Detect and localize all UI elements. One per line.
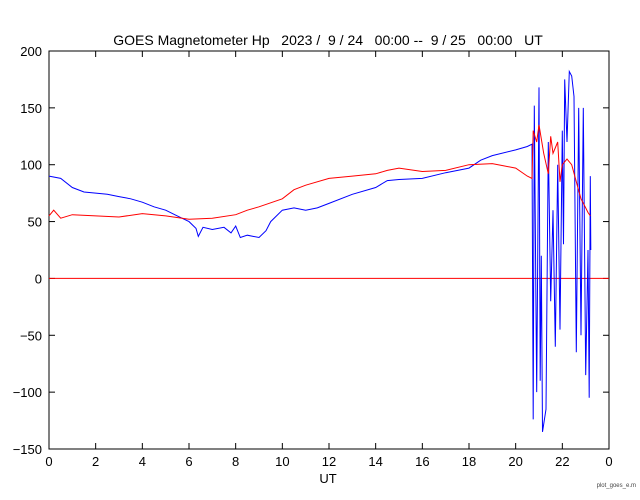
y-tick-label: 50	[28, 215, 42, 230]
x-tick-label: 0	[45, 454, 52, 469]
x-tick-label: 22	[555, 454, 569, 469]
x-tick-label: 8	[232, 454, 239, 469]
y-tick-label: 200	[20, 44, 42, 59]
x-tick-label: 12	[322, 454, 336, 469]
x-tick-label: 0	[605, 454, 612, 469]
chart-title: GOES Magnetometer Hp 2023 / 9 / 24 00:00…	[113, 32, 543, 48]
footnote: plot_goes_e.m	[597, 483, 636, 489]
x-tick-label: 4	[139, 454, 146, 469]
x-tick-label: 16	[415, 454, 429, 469]
x-tick-label: 14	[368, 454, 382, 469]
x-tick-label: 18	[462, 454, 476, 469]
y-tick-label: 150	[20, 101, 42, 116]
series-line-blue	[48, 69, 592, 432]
x-tick-label: 6	[185, 454, 192, 469]
x-axis-label: UT	[319, 471, 336, 486]
x-tick-label: 10	[275, 454, 289, 469]
x-tick-label: 20	[508, 454, 522, 469]
x-tick-label: 2	[92, 454, 99, 469]
y-tick-label: 100	[20, 158, 42, 173]
plot-frame	[48, 50, 610, 450]
series-line-red	[48, 124, 591, 220]
y-tick-label: −150	[13, 442, 42, 457]
y-tick-label: 0	[35, 271, 42, 286]
y-tick-label: −100	[13, 385, 42, 400]
y-tick-label: −50	[20, 328, 42, 343]
